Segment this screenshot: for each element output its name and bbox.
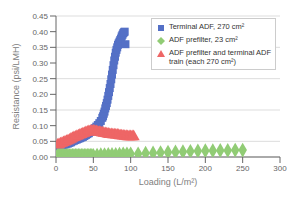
svg-text:0.05: 0.05 bbox=[32, 137, 48, 146]
svg-text:50: 50 bbox=[89, 164, 98, 173]
svg-text:0: 0 bbox=[54, 164, 59, 173]
html-text:train (each 270 cm²): train (each 270 cm²) bbox=[168, 57, 236, 66]
svg-text:100: 100 bbox=[124, 164, 138, 173]
svg-text:0.10: 0.10 bbox=[32, 122, 48, 131]
svg-text:0.15: 0.15 bbox=[32, 106, 48, 115]
svg-text:0.00: 0.00 bbox=[32, 153, 48, 162]
svg-text:0.30: 0.30 bbox=[32, 59, 48, 68]
svg-text:Resistance (psi/LMH): Resistance (psi/LMH) bbox=[11, 43, 21, 129]
svg-text:0.40: 0.40 bbox=[32, 28, 48, 37]
svg-text:0.25: 0.25 bbox=[32, 75, 48, 84]
svg-text:Loading (L/m²): Loading (L/m²) bbox=[139, 177, 198, 187]
svg-text:200: 200 bbox=[199, 164, 213, 173]
svg-text:0.20: 0.20 bbox=[32, 90, 48, 99]
svg-text:0.35: 0.35 bbox=[32, 43, 48, 52]
html-text:Terminal ADF, 270 cm²: Terminal ADF, 270 cm² bbox=[168, 22, 245, 31]
svg-text:150: 150 bbox=[161, 164, 175, 173]
svg-text:0.45: 0.45 bbox=[32, 12, 48, 21]
svg-text:250: 250 bbox=[236, 164, 250, 173]
html-text:ADF prefilter and terminal ADF: ADF prefilter and terminal ADF bbox=[168, 48, 271, 57]
html-text:ADF prefilter, 23 cm²: ADF prefilter, 23 cm² bbox=[168, 35, 238, 44]
svg-text:300: 300 bbox=[273, 164, 287, 173]
